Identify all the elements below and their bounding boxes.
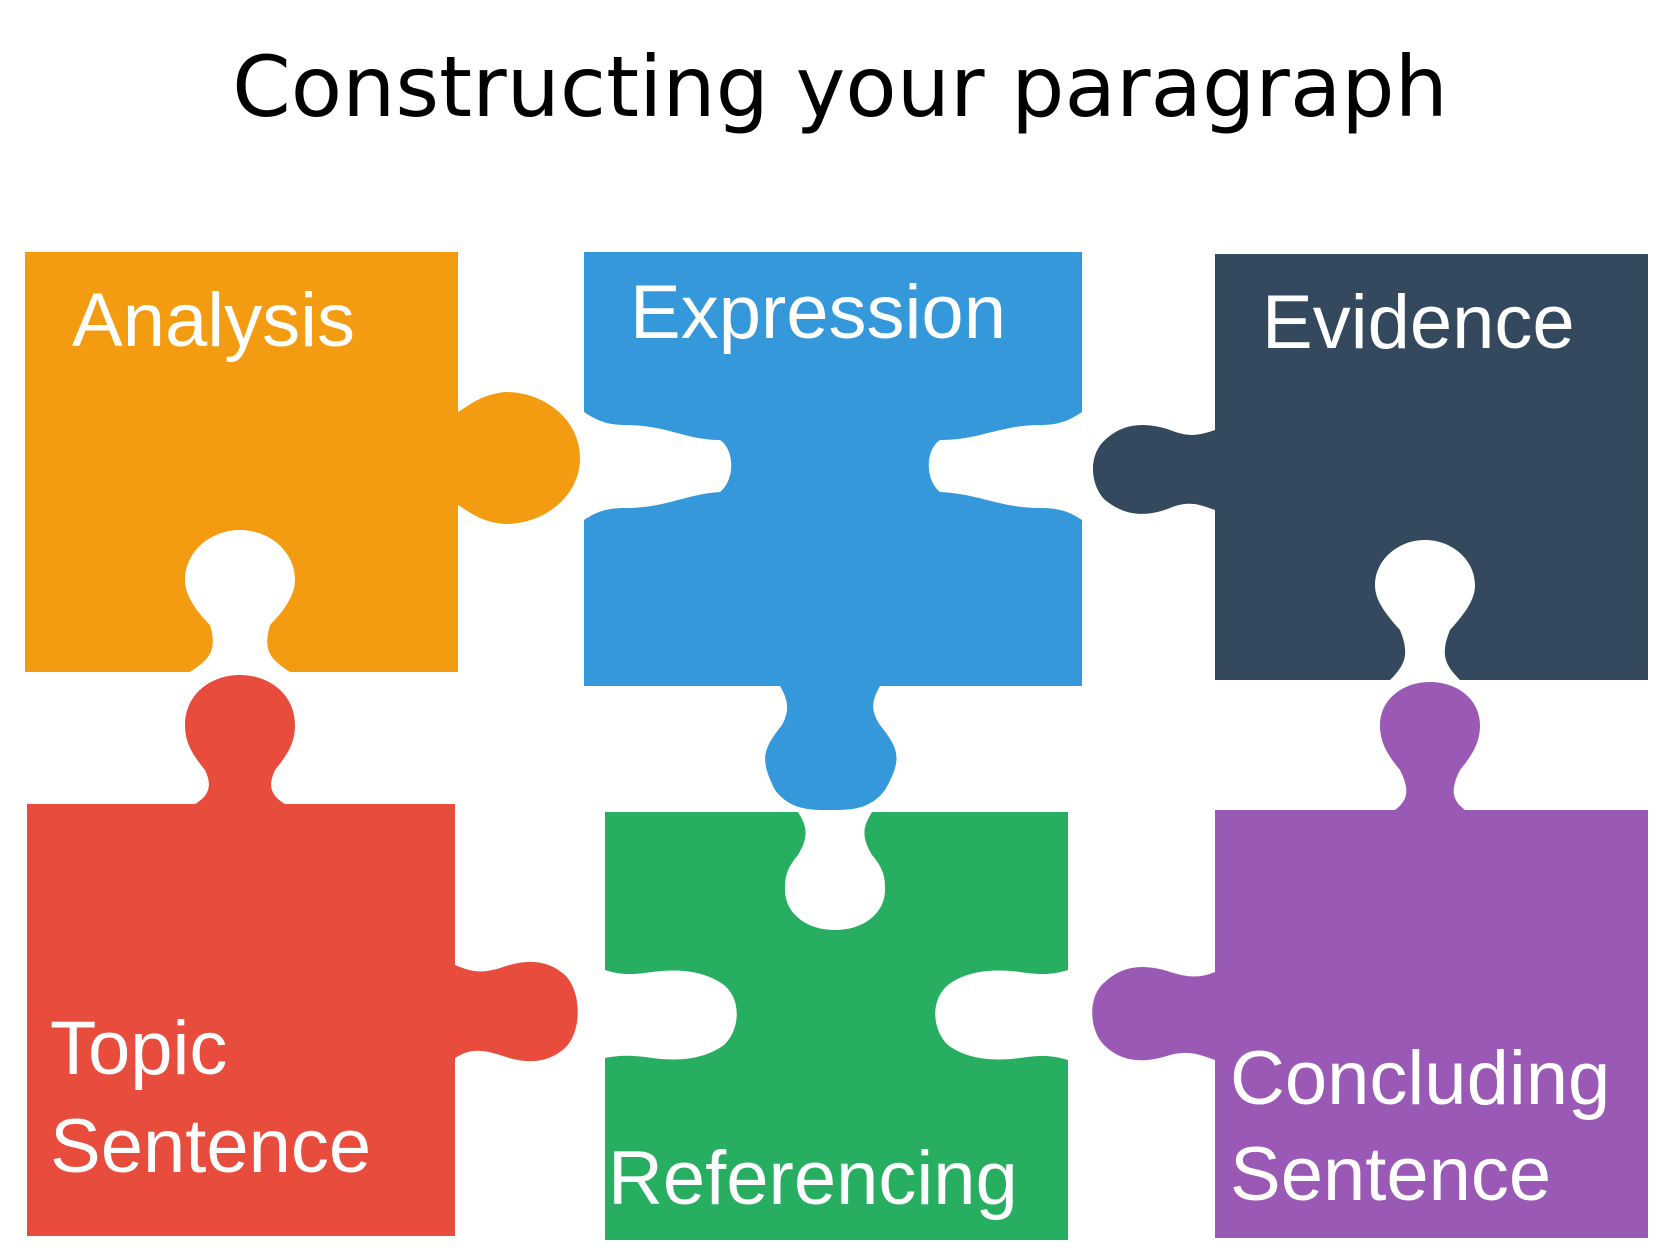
concluding-sentence-label-line2: Sentence [1230,1132,1552,1217]
topic-sentence-label-line2: Sentence [50,1104,372,1189]
topic-sentence-label-line1: Topic [50,1006,228,1091]
concluding-sentence-label-line1: Concluding [1230,1036,1611,1121]
referencing-piece [605,812,1068,1240]
expression-piece [584,252,1082,810]
concluding-sentence-piece [1092,682,1648,1238]
page-title: Constructing your paragraph [232,38,1448,136]
analysis-label: Analysis [72,278,355,363]
analysis-piece [25,252,580,672]
evidence-label: Evidence [1262,280,1575,365]
evidence-piece [1092,254,1648,680]
expression-label: Expression [630,270,1006,355]
referencing-label: Referencing [608,1136,1018,1221]
topic-sentence-piece [27,675,578,1236]
